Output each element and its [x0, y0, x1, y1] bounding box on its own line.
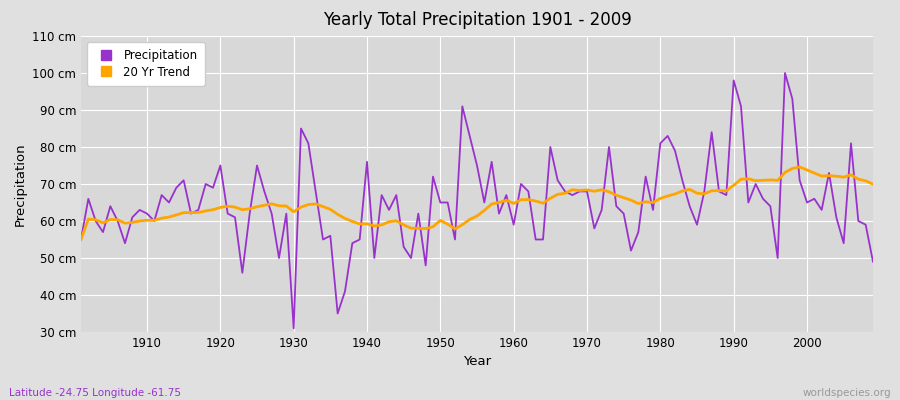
Precipitation — [288, 326, 299, 331]
20 Yr Trend — [76, 237, 86, 242]
20 Yr Trend — [295, 205, 306, 210]
Precipitation — [508, 222, 519, 227]
Title: Yearly Total Precipitation 1901 - 2009: Yearly Total Precipitation 1901 - 2009 — [322, 11, 632, 29]
Text: worldspecies.org: worldspecies.org — [803, 388, 891, 398]
20 Yr Trend — [597, 187, 608, 192]
20 Yr Trend — [501, 198, 512, 203]
Precipitation — [346, 241, 357, 246]
20 Yr Trend — [339, 216, 350, 221]
Precipitation — [868, 259, 878, 264]
Y-axis label: Precipitation: Precipitation — [14, 142, 27, 226]
Precipitation — [76, 237, 86, 242]
20 Yr Trend — [868, 182, 878, 186]
Precipitation — [516, 182, 526, 186]
20 Yr Trend — [134, 218, 145, 223]
20 Yr Trend — [508, 201, 519, 206]
Precipitation — [134, 208, 145, 212]
Text: Latitude -24.75 Longitude -61.75: Latitude -24.75 Longitude -61.75 — [9, 388, 181, 398]
20 Yr Trend — [795, 164, 806, 169]
Legend: Precipitation, 20 Yr Trend: Precipitation, 20 Yr Trend — [87, 42, 204, 86]
Line: Precipitation: Precipitation — [81, 73, 873, 328]
Line: 20 Yr Trend: 20 Yr Trend — [81, 167, 873, 240]
Precipitation — [303, 141, 314, 146]
Precipitation — [779, 70, 790, 75]
X-axis label: Year: Year — [463, 356, 491, 368]
Precipitation — [604, 144, 615, 149]
